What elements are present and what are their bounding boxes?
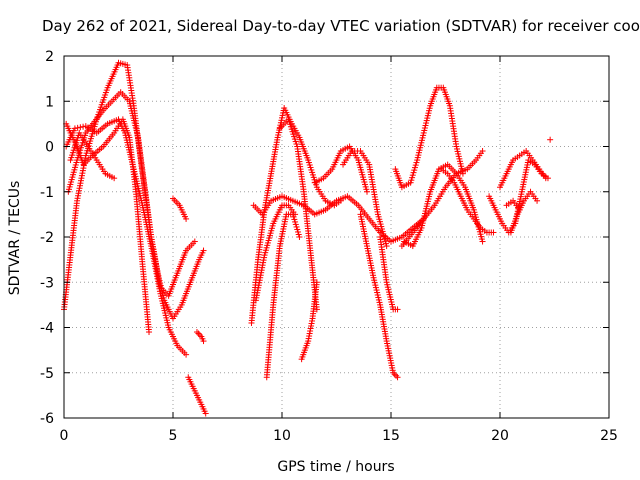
data-point: [183, 351, 190, 358]
data-point: [294, 228, 301, 235]
data-point: [412, 162, 419, 169]
data-point: [542, 175, 549, 182]
data-point: [291, 216, 298, 223]
y-tick-label: 0: [45, 140, 54, 156]
x-tick-label: 10: [273, 428, 291, 444]
y-axis-label: SDTVAR / TECUs: [7, 181, 23, 296]
x-tick-label: 5: [169, 428, 178, 444]
data-point: [394, 374, 401, 381]
data-point: [409, 174, 416, 181]
x-axis-label: GPS time / hours: [277, 459, 394, 475]
data-point: [292, 218, 299, 225]
data-point: [195, 330, 202, 337]
data-point: [534, 197, 541, 204]
data-point: [193, 329, 200, 336]
data-point: [479, 238, 486, 245]
x-tick-label: 15: [382, 428, 400, 444]
data-point: [408, 177, 415, 184]
data-point: [407, 179, 414, 186]
data-point: [146, 329, 153, 336]
data-point: [295, 231, 302, 238]
data-point: [516, 206, 523, 213]
y-tick-label: -2: [40, 230, 54, 246]
x-tick-label: 25: [600, 428, 618, 444]
data-point: [393, 372, 400, 379]
data-point: [289, 211, 296, 218]
y-tick-label: -6: [40, 411, 54, 427]
data-point: [479, 148, 486, 155]
x-tick-label: 20: [491, 428, 509, 444]
chart-title: Day 262 of 2021, Sidereal Day-to-day VTE…: [42, 17, 640, 35]
data-point: [383, 243, 390, 250]
data-point: [296, 234, 303, 240]
data-point: [74, 124, 81, 131]
data-point: [71, 125, 78, 132]
data-point: [411, 167, 418, 174]
data-point: [413, 159, 420, 166]
data-point: [200, 338, 207, 345]
x-axis: 0 5 10 15 20 25: [60, 56, 618, 444]
data-point: [294, 226, 301, 233]
grid: [64, 56, 609, 418]
y-tick-label: -5: [40, 366, 54, 382]
y-axis: -6 -5 -4 -3 -2 -1 0 1 2: [40, 49, 609, 427]
y-tick-label: 2: [45, 49, 54, 65]
data-point: [313, 279, 320, 286]
data-point: [202, 410, 209, 417]
data-point: [80, 123, 87, 130]
data-point: [410, 169, 417, 176]
data-point: [293, 223, 300, 230]
data-point: [200, 247, 207, 254]
x-tick-label: 0: [60, 428, 69, 444]
data-point: [183, 215, 190, 222]
y-tick-label: -3: [40, 275, 54, 291]
data-point: [77, 124, 84, 131]
y-tick-label: -4: [40, 321, 54, 337]
data-point: [313, 306, 320, 313]
data-point: [290, 213, 297, 220]
data-point: [547, 136, 554, 143]
data-point: [191, 238, 198, 245]
data-points: [61, 59, 554, 417]
y-tick-label: 1: [45, 94, 54, 110]
data-point: [409, 172, 416, 179]
data-point: [411, 164, 418, 171]
data-point: [394, 306, 401, 313]
data-point: [111, 175, 118, 182]
y-tick-label: -1: [40, 185, 54, 201]
data-point: [364, 188, 371, 195]
data-point: [490, 229, 497, 236]
data-point: [292, 221, 299, 228]
